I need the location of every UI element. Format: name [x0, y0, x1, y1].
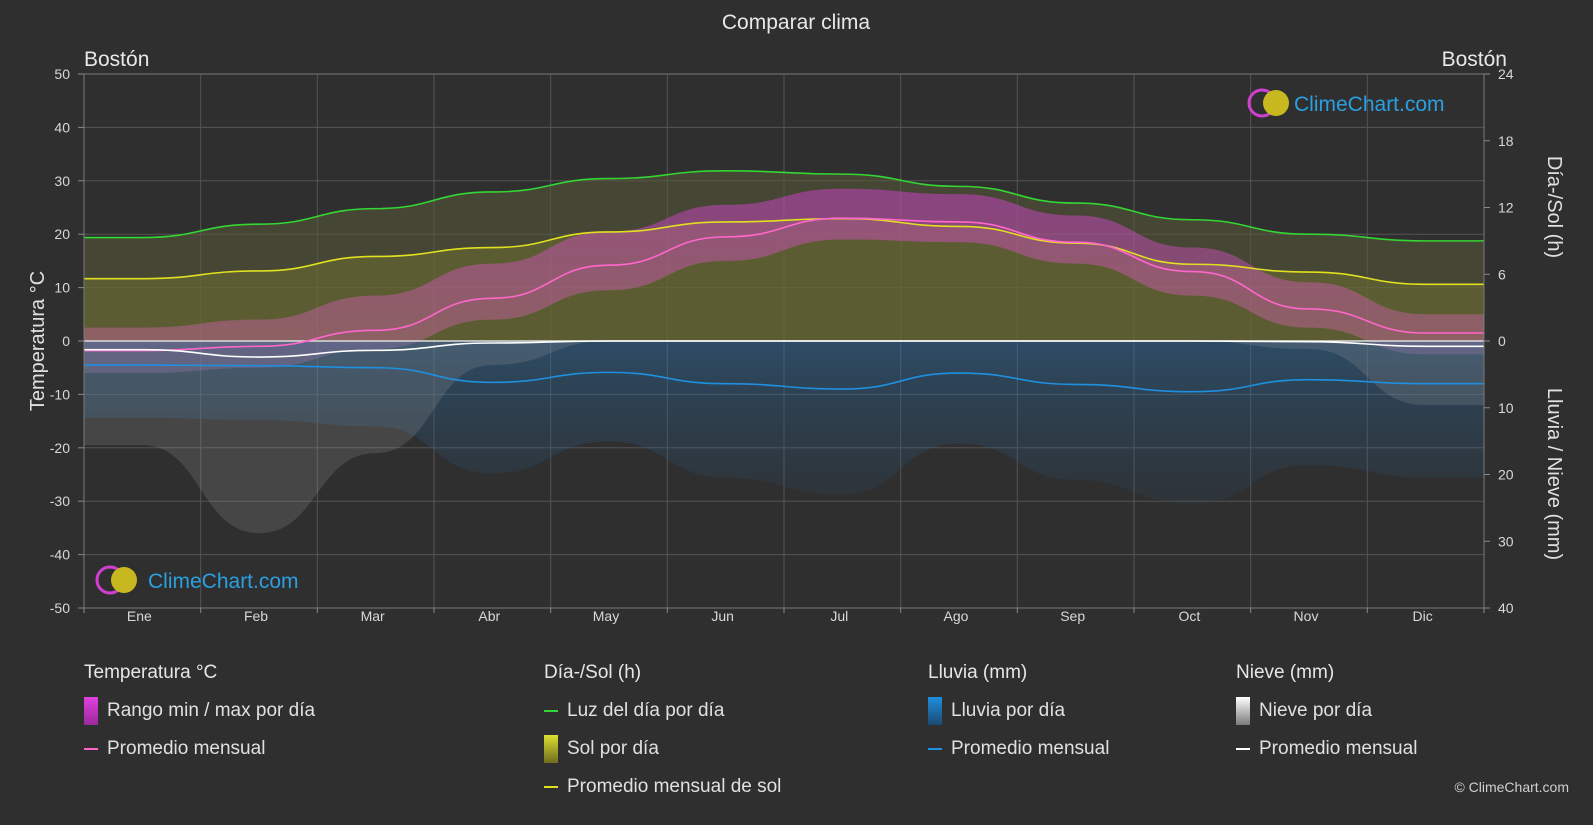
snow-swatch-icon [1236, 697, 1250, 725]
left-axis-ticks: 50 40 30 20 10 0 -10 -20 -30 -40 -50 [50, 66, 84, 616]
left-tick-label: 40 [54, 119, 70, 135]
left-tick-label: 50 [54, 66, 70, 82]
series-line-promedio-mensual-de-sol [84, 217, 1484, 286]
left-tick-label: -50 [50, 600, 70, 616]
legend-snow-daily-label: Nieve por día [1259, 700, 1373, 721]
month-label: Feb [244, 608, 268, 624]
month-label: Jul [830, 608, 848, 624]
legend-snow-avg: Promedio mensual [1236, 730, 1417, 768]
legend: Temperatura °C Rango min / max por día P… [0, 660, 1593, 810]
series-line-temperatura-promedio-mensual [84, 217, 1484, 352]
left-tick-label: -20 [50, 440, 70, 456]
daylight-line-icon [544, 710, 558, 712]
month-label: Mar [361, 608, 385, 624]
legend-rain: Lluvia (mm) Lluvia por día Promedio mens… [928, 660, 1109, 768]
location-left: Bostón [84, 48, 149, 71]
legend-temp-range: Rango min / max por día [84, 692, 315, 730]
rain-line-icon [928, 748, 942, 750]
copyright: © ClimeChart.com [1454, 779, 1569, 795]
month-label: Abr [478, 608, 500, 624]
right-axis-ticks: 24 18 12 6 0 10 20 30 40 [1484, 66, 1514, 616]
temp-range-band [84, 188, 1484, 374]
legend-rain-daily-label: Lluvia por día [951, 700, 1066, 721]
snow-line-icon [1236, 748, 1250, 750]
sun-line-icon [544, 786, 558, 788]
watermark-sun-icon [111, 567, 137, 593]
left-axis-label: Temperatura °C [27, 271, 49, 411]
rain-swatch-icon [928, 697, 942, 725]
left-tick-label: -10 [50, 386, 70, 402]
legend-temperature: Temperatura °C Rango min / max por día P… [84, 660, 315, 768]
legend-temp-range-label: Rango min / max por día [107, 700, 316, 721]
right-tick-label-sun: 12 [1498, 200, 1514, 216]
chart-title: Comparar clima [722, 11, 871, 34]
right-axis-label-bottom: Lluvia / Nieve (mm) [1543, 388, 1565, 560]
left-tick-label: -40 [50, 547, 70, 563]
legend-sun: Día-/Sol (h) Luz del día por día Sol por… [544, 660, 781, 806]
legend-sun-title: Día-/Sol (h) [544, 662, 642, 683]
range-swatch-icon [84, 697, 98, 725]
left-tick-label: 0 [62, 333, 70, 349]
legend-temp-avg-label: Promedio mensual [107, 738, 266, 759]
legend-rain-title: Lluvia (mm) [928, 662, 1028, 683]
watermark-top: ClimeChart.com [1247, 88, 1445, 118]
month-label: Oct [1178, 608, 1200, 624]
right-tick-label-sun: 24 [1498, 66, 1514, 82]
legend-daylight-label: Luz del día por día [567, 700, 725, 721]
snow-area [84, 341, 1484, 534]
month-label: May [593, 608, 619, 624]
right-tick-label-rain: 20 [1498, 467, 1514, 483]
legend-daylight: Luz del día por día [544, 692, 781, 730]
month-label: Sep [1060, 608, 1085, 624]
month-label: Nov [1294, 608, 1319, 624]
location-right: Bostón [1442, 48, 1507, 71]
month-label: Dic [1413, 608, 1433, 624]
left-tick-label: -30 [50, 493, 70, 509]
sun-swatch-icon [544, 735, 558, 763]
legend-temp-avg: Promedio mensual [84, 730, 315, 768]
month-label: Ago [944, 608, 969, 624]
watermark-bottom: ClimeChart.com [95, 565, 299, 595]
left-tick-label: 20 [54, 226, 70, 242]
legend-snow-avg-label: Promedio mensual [1259, 738, 1418, 759]
right-tick-label-sun: 0 [1498, 333, 1506, 349]
climate-chart: Comparar clima Bostón Bostón 50 40 30 20 10 0… [27, 11, 1565, 624]
watermark-text-bottom: ClimeChart.com [148, 570, 299, 593]
right-tick-label-sun: 18 [1498, 133, 1514, 149]
left-tick-label: 30 [54, 173, 70, 189]
month-axis-ticks: Ene Feb Mar Abr May Jun Jul Ago Sep Oct Nov Dic [83, 608, 1485, 624]
watermark-text-top: ClimeChart.com [1294, 93, 1445, 116]
right-axis-label-top: Día-/Sol (h) [1543, 156, 1565, 258]
series-line-luz-del-dia-por-dia [84, 169, 1484, 242]
series-line-nieve-promedio-mensual [84, 340, 1484, 358]
rain-area [84, 341, 1484, 504]
series-line-lluvia-promedio-mensual [84, 364, 1484, 393]
right-tick-label-sun: 6 [1498, 266, 1506, 282]
right-tick-label-rain: 30 [1498, 533, 1514, 549]
month-label: Ene [127, 608, 152, 624]
legend-sun-avg: Promedio mensual de sol [544, 768, 781, 806]
legend-snow: Nieve (mm) Nieve por día Promedio mensua… [1236, 660, 1417, 768]
left-tick-label: 10 [54, 280, 70, 296]
right-tick-label-rain: 10 [1498, 400, 1514, 416]
legend-rain-daily: Lluvia por día [928, 692, 1109, 730]
legend-temperature-title: Temperatura °C [84, 662, 218, 683]
plot-area [84, 169, 1484, 534]
temp-line-icon [84, 748, 98, 750]
legend-rain-avg: Promedio mensual [928, 730, 1109, 768]
right-tick-label-rain: 40 [1498, 600, 1514, 616]
watermark-sun-icon [1263, 90, 1289, 116]
legend-rain-avg-label: Promedio mensual [951, 738, 1110, 759]
legend-sunshine-label: Sol por día [567, 738, 659, 759]
legend-sunshine: Sol por día [544, 730, 781, 768]
legend-sun-avg-label: Promedio mensual de sol [567, 776, 782, 797]
legend-snow-daily: Nieve por día [1236, 692, 1417, 730]
month-label: Jun [711, 608, 734, 624]
legend-snow-title: Nieve (mm) [1236, 662, 1335, 683]
